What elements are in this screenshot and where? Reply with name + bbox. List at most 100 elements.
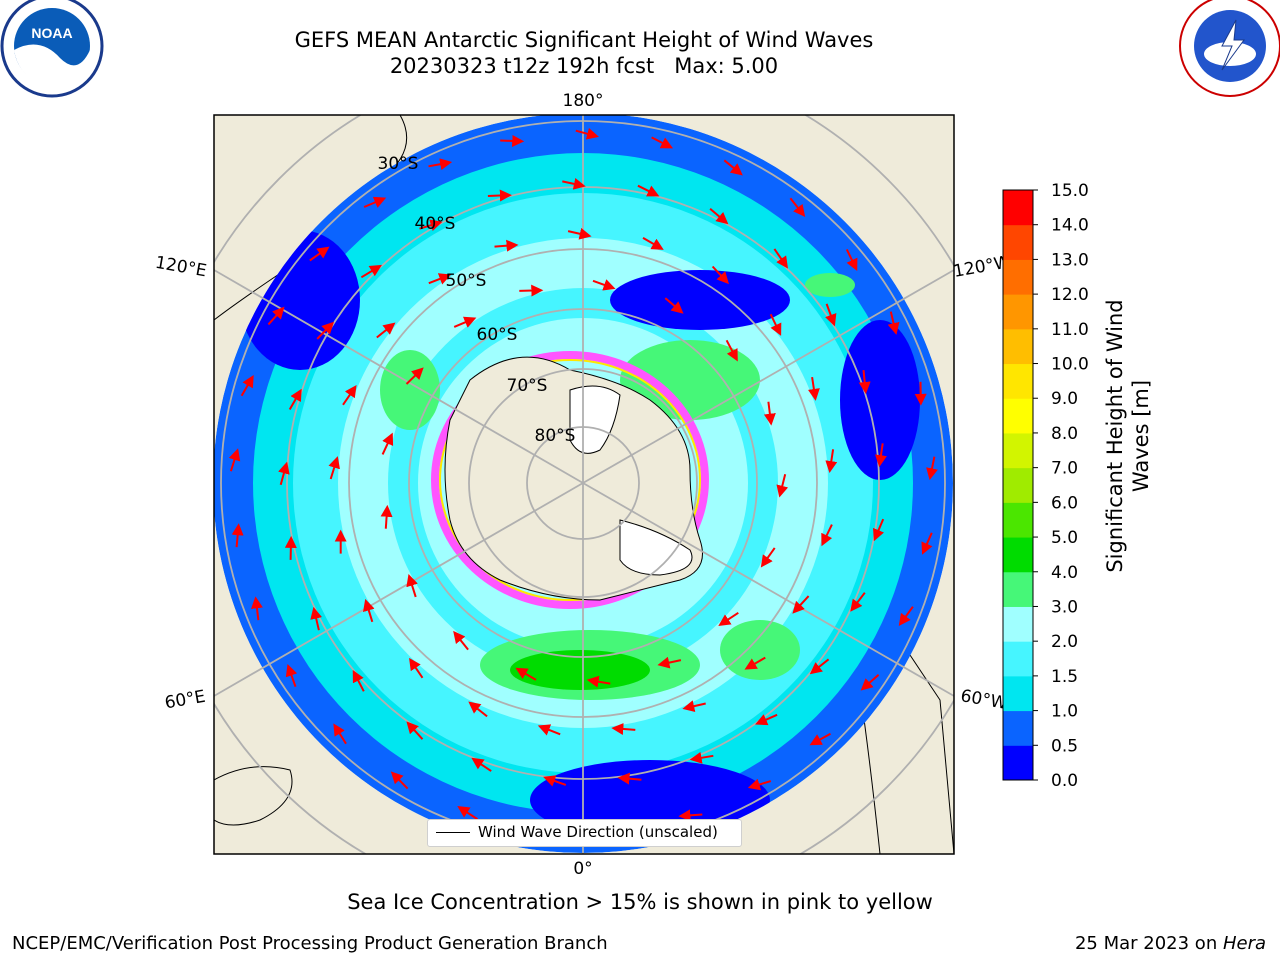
wind-wave-arrow — [809, 658, 830, 675]
colorbar-swatch — [1003, 606, 1033, 642]
colorbar-tick-label: 1.5 — [1051, 667, 1078, 687]
colorbar-tick-label: 2.0 — [1051, 632, 1078, 652]
wind-wave-arrow — [428, 273, 452, 285]
colorbar-swatch — [1003, 537, 1033, 573]
wind-wave-arrow — [642, 237, 664, 250]
colorbar-tick-label: 9.0 — [1051, 389, 1078, 409]
colorbar-tick-label: 10.0 — [1051, 355, 1089, 375]
map-subtitle: 20230323 t12z 192h fcst Max: 5.00 — [389, 54, 779, 78]
wind-wave-arrow — [682, 700, 706, 713]
wind-wave-arrow — [543, 775, 567, 787]
lon-label-0: 0° — [573, 859, 592, 879]
wind-wave-arrow — [575, 127, 600, 140]
wind-wave-arrow — [250, 596, 263, 621]
wind-wave-arrow — [515, 667, 537, 681]
wind-wave-arrow — [228, 448, 241, 472]
wind-wave-arrow — [709, 207, 729, 225]
wind-wave-arrow — [689, 751, 714, 764]
footer-date-text: 25 Mar 2023 on — [1074, 933, 1223, 954]
wind-wave-arrow — [850, 592, 866, 612]
wind-wave-arrow — [328, 456, 340, 480]
wind-wave-arrow — [409, 657, 424, 679]
wind-wave-arrow — [723, 159, 743, 176]
wind-wave-arrow — [487, 189, 512, 202]
wind-wave-arrow — [231, 523, 244, 548]
wind-wave-arrow — [457, 806, 478, 820]
footer-date: 25 Mar 2023 on Hera — [1075, 933, 1266, 954]
colorbar-tick-label: 4.0 — [1051, 563, 1078, 583]
lon-label-60w: 60°W — [959, 686, 1009, 714]
colorbar-swatch — [1003, 190, 1033, 226]
sea-ice-caption: Sea Ice Concentration > 15% is shown in … — [347, 890, 933, 914]
colorbar-swatch — [1003, 641, 1033, 677]
lat-label-40s: 40°S — [415, 214, 456, 234]
wind-wave-arrow — [586, 675, 611, 688]
colorbar-swatch — [1003, 363, 1033, 399]
wind-wave-arrow — [657, 656, 682, 669]
colorbar-tick-label: 0.5 — [1051, 736, 1078, 756]
map-title: GEFS MEAN Antarctic Significant Height o… — [294, 28, 874, 52]
wind-wave-arrow — [651, 136, 674, 149]
wind-wave-arrow — [363, 196, 387, 208]
wind-wave-arrow — [381, 432, 394, 455]
wind-wave-arrow — [792, 595, 810, 614]
footer-credit: NCEP/EMC/Verification Post Processing Pr… — [12, 933, 608, 954]
wind-wave-arrow — [494, 239, 519, 252]
colorbar-tick-label: 15.0 — [1051, 181, 1089, 201]
wind-wave-arrow — [821, 524, 833, 547]
wind-wave-arrow — [519, 284, 544, 297]
colorbar-tick-label: 12.0 — [1051, 285, 1089, 305]
colorbar-swatch — [1003, 294, 1033, 330]
map-frame — [213, 114, 955, 855]
wind-wave-arrow — [406, 573, 418, 598]
wind-wave-arrow — [875, 443, 887, 468]
wind-wave-arrow — [926, 456, 938, 481]
colorbar-tick-label: 0.0 — [1051, 771, 1078, 791]
wind-wave-arrow — [637, 184, 660, 197]
wind-wave-arrow — [711, 265, 729, 285]
colorbar-tick-label: 14.0 — [1051, 216, 1089, 236]
wind-wave-arrows — [228, 127, 938, 837]
colorbar-swatch — [1003, 224, 1033, 260]
wind-wave-arrow — [747, 778, 772, 791]
wind-wave-arrow — [419, 219, 443, 231]
wind-wave-arrow — [763, 401, 776, 426]
wind-wave-arrow — [760, 547, 776, 568]
colorbar-swatch — [1003, 467, 1033, 503]
wind-wave-arrow — [363, 598, 375, 623]
wind-wave-arrow — [718, 611, 739, 627]
wind-wave-arrow — [380, 504, 393, 529]
colorbar-tick-label: 8.0 — [1051, 424, 1078, 444]
wind-wave-arrow — [807, 376, 820, 401]
wind-wave-arrow — [860, 673, 880, 691]
wind-wave-arrow — [592, 279, 616, 291]
lon-label-60e: 60°E — [163, 687, 207, 714]
colorbar-swatch — [1003, 710, 1033, 746]
legend-line-icon — [436, 832, 470, 833]
wind-wave-arrow — [858, 369, 871, 394]
lon-label-180: 180° — [563, 91, 604, 111]
wind-wave-arrow — [617, 772, 642, 785]
wind-wave-arrow — [755, 713, 778, 726]
wind-wave-arrow — [789, 197, 806, 218]
wind-wave-arrow — [342, 384, 357, 406]
wind-wave-arrow — [562, 177, 586, 190]
wind-wave-arrow — [500, 134, 525, 147]
lon-label-120e: 120°E — [154, 253, 208, 282]
lat-label-80s: 80°S — [535, 426, 576, 446]
wind-wave-arrow — [773, 248, 789, 269]
wind-wave-arrow — [288, 388, 302, 410]
wind-wave-arrow — [898, 606, 914, 627]
wind-wave-arrow — [809, 732, 831, 746]
noaa-logo-text: NOAA — [31, 25, 72, 41]
wind-wave-arrow — [471, 757, 492, 772]
wind-wave-arrow — [310, 606, 323, 631]
colorbar-tick-label: 11.0 — [1051, 320, 1089, 340]
wind-wave-arrow — [769, 313, 782, 336]
colorbar-tick-label: 1.0 — [1051, 702, 1078, 722]
colorbar-swatch — [1003, 432, 1033, 469]
lat-label-50s: 50°S — [446, 271, 487, 291]
wind-wave-arrow — [845, 248, 858, 272]
colorbar-swatch — [1003, 259, 1033, 295]
lat-label-70s: 70°S — [507, 376, 548, 396]
